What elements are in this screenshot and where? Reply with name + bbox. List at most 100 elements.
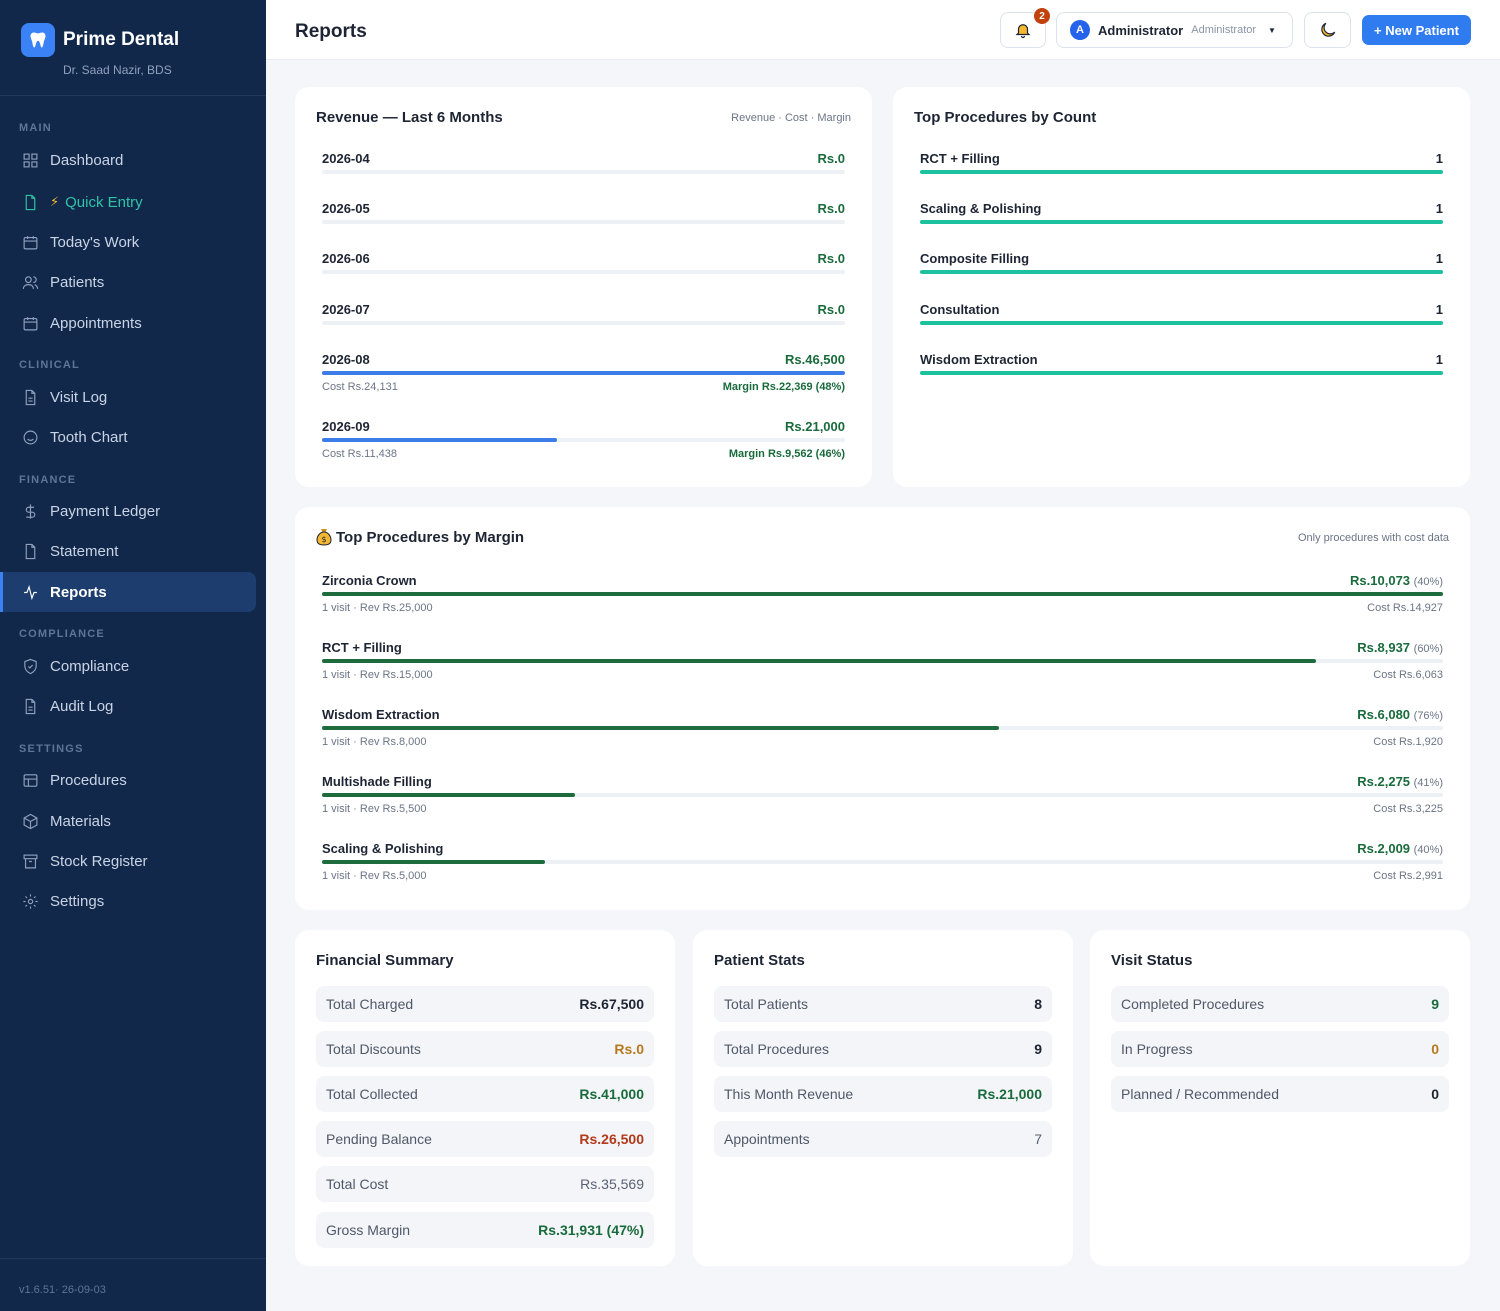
- count-bar-fill: [920, 320, 1443, 325]
- stat-value: Rs.41,000: [579, 1086, 644, 1103]
- stat-label: Total Charged: [326, 996, 414, 1012]
- sidebar-item-appointments[interactable]: Appointments: [0, 303, 266, 343]
- file-icon: [22, 543, 39, 560]
- stat-value: 0: [1431, 1041, 1439, 1058]
- cost-label: Cost Rs.3,225: [1373, 803, 1443, 816]
- count-bar-fill: [920, 170, 1443, 174]
- margin-bar-track: [322, 793, 1443, 798]
- stat-row: Total Procedures 9: [714, 1031, 1052, 1068]
- count-bar-track: [920, 270, 1443, 275]
- sidebar-item-reports[interactable]: Reports: [0, 572, 256, 612]
- margin-bar-track: [322, 659, 1443, 664]
- count-bar-fill: [920, 270, 1443, 275]
- revenue-value: Rs.21,000: [785, 418, 845, 434]
- count-bar-track: [920, 320, 1443, 325]
- patient-stats-card: Patient Stats Total Patients 8 Total Proce…: [693, 930, 1073, 1266]
- new-patient-button[interactable]: + New Patient: [1362, 15, 1471, 45]
- stat-value: 8: [1034, 996, 1042, 1012]
- page-title: Reports: [295, 21, 367, 42]
- sidebar-item-statement[interactable]: Statement: [0, 531, 266, 571]
- stat-value: 0: [1431, 1086, 1439, 1103]
- sidebar-item-payment-ledger[interactable]: Payment Ledger: [0, 491, 266, 531]
- stat-value: Rs.21,000: [977, 1086, 1042, 1103]
- top-margin-title: Top Procedures by Margin: [336, 529, 525, 546]
- margin-value: Rs.10,073 (40%): [1350, 573, 1443, 588]
- calendar-icon: [22, 234, 39, 251]
- revenue-card: Revenue — Last 6 Months Revenue · Cost ·…: [295, 87, 872, 487]
- revenue-row: 2026-08 Rs.46,500 Cost Rs.24,131 Margin Rs.…: [322, 351, 845, 393]
- procedure-count: 1: [1435, 201, 1443, 217]
- margin-bar-fill: [322, 592, 1443, 596]
- sidebar-item-patients[interactable]: Patients: [0, 262, 266, 302]
- margin-label: Margin Rs.9,562 (46%): [728, 447, 845, 460]
- theme-toggle-button[interactable]: [1304, 12, 1351, 48]
- margin-value: Rs.2,275 (41%): [1357, 774, 1443, 789]
- sidebar-item-quick-entry[interactable]: ⚡ Quick Entry: [0, 182, 266, 222]
- svg-text:$: $: [321, 535, 326, 544]
- sidebar-footer: v1.6.51· 26-09-03: [0, 1258, 266, 1311]
- sidebar-item-audit-log[interactable]: Audit Log: [0, 686, 266, 726]
- money-bag-icon: $: [316, 528, 332, 551]
- moon-icon: [1320, 22, 1335, 37]
- top-count-title: Top Procedures by Count: [914, 109, 1097, 126]
- procedure-name: Wisdom Extraction: [920, 351, 1038, 367]
- margin-amount: Rs.10,073: [1350, 573, 1411, 588]
- procedure-name: Multishade Filling: [322, 774, 432, 790]
- sidebar-item-materials[interactable]: Materials: [0, 801, 266, 841]
- sidebar-item-visit-log[interactable]: Visit Log: [0, 377, 266, 417]
- user-role: Administrator: [1191, 24, 1257, 36]
- margin-bar-fill: [322, 860, 546, 865]
- sidebar-item-label: Appointments: [50, 314, 142, 332]
- month-label: 2026-08: [322, 351, 370, 367]
- visit-status-card: Visit Status Completed Procedures 9 In Pro…: [1090, 930, 1470, 1266]
- stat-label: Appointments: [724, 1131, 810, 1148]
- sidebar-item-label: Procedures: [50, 771, 127, 789]
- top-header: Reports 2 A Administrator Administrator …: [266, 0, 1500, 60]
- revenue-row: 2026-06 Rs.0: [322, 251, 845, 287]
- sidebar-item-tooth-chart[interactable]: Tooth Chart: [0, 417, 266, 457]
- list-icon: [22, 772, 39, 789]
- stat-row: Total Cost Rs.35,569: [316, 1166, 654, 1203]
- sidebar-item-todays-work[interactable]: Today's Work: [0, 222, 266, 262]
- sidebar-item-label: Statement: [50, 542, 119, 560]
- user-menu[interactable]: A Administrator Administrator ▼: [1056, 12, 1293, 48]
- margin-bar-track: [322, 726, 1443, 731]
- sidebar-item-compliance[interactable]: Compliance: [0, 646, 266, 686]
- sidebar-item-label: Quick Entry: [65, 193, 143, 211]
- count-bar-fill: [920, 220, 1443, 225]
- month-label: 2026-04: [322, 151, 370, 166]
- count-bar-track: [920, 220, 1443, 225]
- revenue-legend: Revenue · Cost · Margin: [731, 112, 851, 124]
- archive-icon: [22, 853, 39, 870]
- procedure-name: RCT + Filling: [322, 640, 402, 656]
- financial-summary-card: Financial Summary Total Charged Rs.67,500…: [295, 930, 675, 1266]
- stat-value: 9: [1431, 996, 1439, 1012]
- margin-bar-track: [322, 860, 1443, 865]
- document-icon: [22, 389, 39, 406]
- stat-row: Total Collected Rs.41,000: [316, 1076, 654, 1113]
- stat-row: Total Discounts Rs.0: [316, 1031, 654, 1068]
- grid-icon: [22, 152, 39, 169]
- margin-percent: (60%): [1413, 643, 1443, 656]
- visit-revenue-detail: 1 visit · Rev Rs.5,500: [322, 803, 427, 816]
- sidebar-item-procedures[interactable]: Procedures: [0, 760, 266, 800]
- procedure-name: Composite Filling: [920, 251, 1030, 267]
- stat-label: Gross Margin: [326, 1221, 411, 1238]
- margin-bar-track: [322, 592, 1443, 596]
- cost-label: Cost Rs.1,920: [1373, 736, 1443, 749]
- procedure-name: Scaling & Polishing: [920, 201, 1042, 217]
- margin-label: Margin Rs.22,369 (48%): [722, 380, 845, 393]
- notifications-button[interactable]: 2: [1000, 8, 1050, 48]
- sidebar-item-label: Today's Work: [50, 233, 140, 251]
- count-bar-track: [920, 170, 1443, 174]
- month-label: 2026-06: [322, 251, 370, 267]
- sidebar-item-settings[interactable]: Settings: [0, 881, 266, 921]
- stat-label: Total Patients: [724, 996, 809, 1012]
- stat-label: Total Procedures: [724, 1041, 830, 1058]
- financial-title: Financial Summary: [316, 952, 454, 969]
- sidebar-item-dashboard[interactable]: Dashboard: [0, 140, 266, 180]
- visit-revenue-detail: 1 visit · Rev Rs.25,000: [322, 602, 433, 614]
- margin-amount: Rs.2,009: [1357, 841, 1411, 857]
- revenue-row: 2026-07 Rs.0: [322, 302, 845, 338]
- sidebar-item-stock-register[interactable]: Stock Register: [0, 841, 266, 881]
